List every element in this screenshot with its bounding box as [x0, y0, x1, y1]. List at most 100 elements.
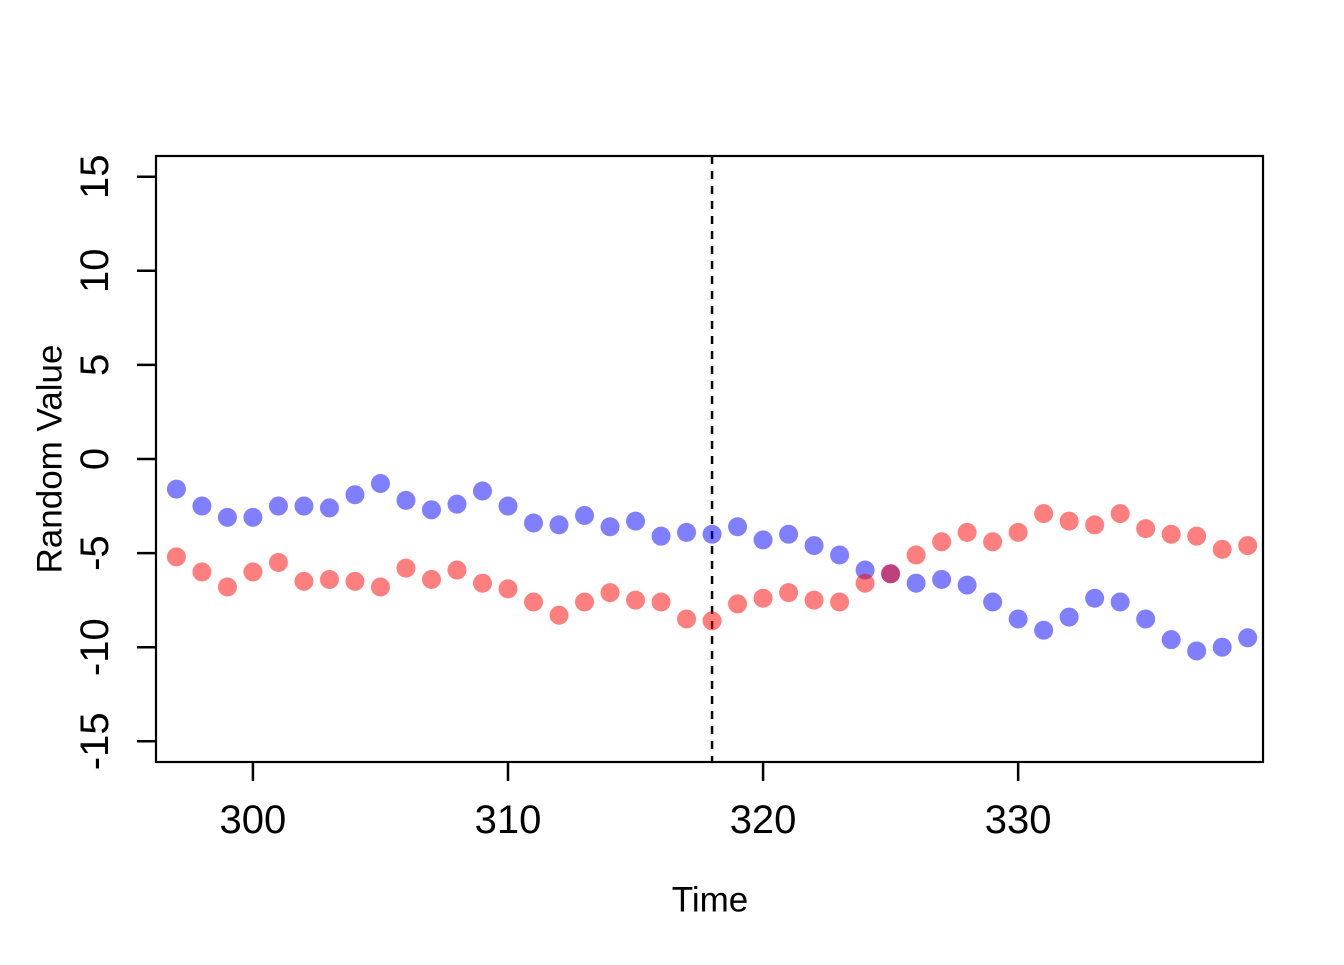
- data-point-red-series: [1110, 504, 1130, 524]
- data-point-blue-series: [626, 511, 646, 531]
- data-point-red-series: [600, 583, 620, 603]
- x-tick-label: 300: [220, 798, 287, 842]
- data-point-blue-series: [728, 517, 748, 537]
- data-point-blue-series: [524, 513, 544, 533]
- data-point-blue-series: [396, 490, 416, 510]
- y-tick-label: 5: [73, 354, 117, 376]
- data-point-blue-series: [1059, 607, 1079, 627]
- x-tick-label: 330: [985, 798, 1052, 842]
- data-point-blue-series: [932, 569, 952, 589]
- y-tick-label: 15: [73, 154, 117, 199]
- data-point-red-series: [1034, 504, 1054, 524]
- x-axis-title: Time: [672, 881, 748, 920]
- data-point-red-series: [192, 562, 212, 582]
- data-point-red-series: [294, 571, 314, 591]
- data-point-red-series: [166, 547, 186, 567]
- data-point-blue-series: [217, 507, 237, 527]
- data-point-blue-series: [472, 481, 492, 501]
- data-point-blue-series: [345, 485, 365, 505]
- data-point-blue-series: [498, 496, 518, 516]
- data-point-red-series: [906, 545, 926, 565]
- data-point-red-series: [498, 579, 518, 599]
- data-point-blue-series: [651, 526, 671, 546]
- data-point-blue-series: [753, 530, 773, 550]
- data-point-red-series: [575, 592, 595, 612]
- data-point-red-series: [1161, 524, 1181, 544]
- data-point-red-series: [1136, 519, 1156, 539]
- y-tick-label: -10: [73, 618, 117, 676]
- y-tick-label: -15: [73, 712, 117, 770]
- data-point-blue-series: [779, 524, 799, 544]
- data-point-red-series: [983, 532, 1003, 552]
- data-point-red-series: [1238, 536, 1258, 556]
- data-point-blue-series: [549, 515, 569, 535]
- data-point-red-series: [396, 558, 416, 578]
- data-point-blue-series: [294, 496, 314, 516]
- data-point-red-series: [370, 577, 390, 597]
- data-point-red-series: [702, 611, 722, 631]
- data-point-red-series: [728, 594, 748, 614]
- data-point-blue-series: [319, 498, 339, 518]
- data-point-red-series: [549, 605, 569, 625]
- data-point-red-series: [268, 553, 288, 573]
- data-point-red-series: [1212, 539, 1232, 559]
- data-point-blue-series: [1136, 609, 1156, 629]
- data-point-blue-series: [1034, 620, 1054, 640]
- data-point-red-series: [677, 609, 697, 629]
- data-point-red-series: [447, 560, 467, 580]
- y-tick-label: 0: [73, 448, 117, 470]
- data-point-blue-series: [447, 494, 467, 514]
- plot-border: [154, 154, 1265, 764]
- data-point-red-series: [651, 592, 671, 612]
- data-point-red-series: [881, 564, 901, 584]
- y-tick-label: 10: [73, 249, 117, 294]
- data-point-red-series: [1187, 526, 1207, 546]
- data-point-blue-series: [166, 479, 186, 499]
- x-tick-label: 320: [730, 798, 797, 842]
- data-point-red-series: [753, 588, 773, 608]
- data-point-blue-series: [1110, 592, 1130, 612]
- data-point-blue-series: [1008, 609, 1028, 629]
- data-point-blue-series: [243, 507, 263, 527]
- data-point-blue-series: [957, 575, 977, 595]
- data-point-red-series: [804, 590, 824, 610]
- data-point-blue-series: [855, 560, 875, 580]
- data-point-blue-series: [906, 573, 926, 593]
- data-point-red-series: [830, 592, 850, 612]
- data-point-blue-series: [1187, 641, 1207, 661]
- data-point-red-series: [524, 592, 544, 612]
- data-point-blue-series: [192, 496, 212, 516]
- data-point-red-series: [855, 573, 875, 593]
- data-point-blue-series: [1238, 628, 1258, 648]
- data-point-blue-series: [600, 517, 620, 537]
- data-point-blue-series: [268, 496, 288, 516]
- data-point-red-series: [1059, 511, 1079, 531]
- data-point-red-series: [472, 573, 492, 593]
- data-point-blue-series: [983, 592, 1003, 612]
- data-point-red-series: [421, 569, 441, 589]
- data-point-red-series: [243, 562, 263, 582]
- data-point-red-series: [217, 577, 237, 597]
- x-tick-label: 310: [475, 798, 542, 842]
- data-point-red-series: [779, 583, 799, 603]
- data-point-blue-series: [575, 505, 595, 525]
- data-points-group: [166, 473, 1258, 661]
- data-point-blue-series: [830, 545, 850, 565]
- data-point-red-series: [1085, 515, 1105, 535]
- data-point-blue-series: [370, 473, 390, 493]
- x-axis: 300 310 320 330: [220, 763, 1052, 842]
- data-point-red-series: [932, 532, 952, 552]
- data-point-red-series: [957, 522, 977, 542]
- data-point-blue-series: [702, 524, 722, 544]
- data-point-blue-series: [1085, 588, 1105, 608]
- data-point-red-series: [345, 571, 365, 591]
- y-axis-title: Random Value: [31, 345, 70, 574]
- data-point-blue-series: [804, 536, 824, 556]
- data-point-blue-series: [1161, 630, 1181, 650]
- data-point-blue-series: [1212, 637, 1232, 657]
- data-point-blue-series: [421, 500, 441, 520]
- y-tick-label: -5: [73, 535, 117, 571]
- y-axis: -15 -10 -5 0 5 10 15: [73, 154, 155, 770]
